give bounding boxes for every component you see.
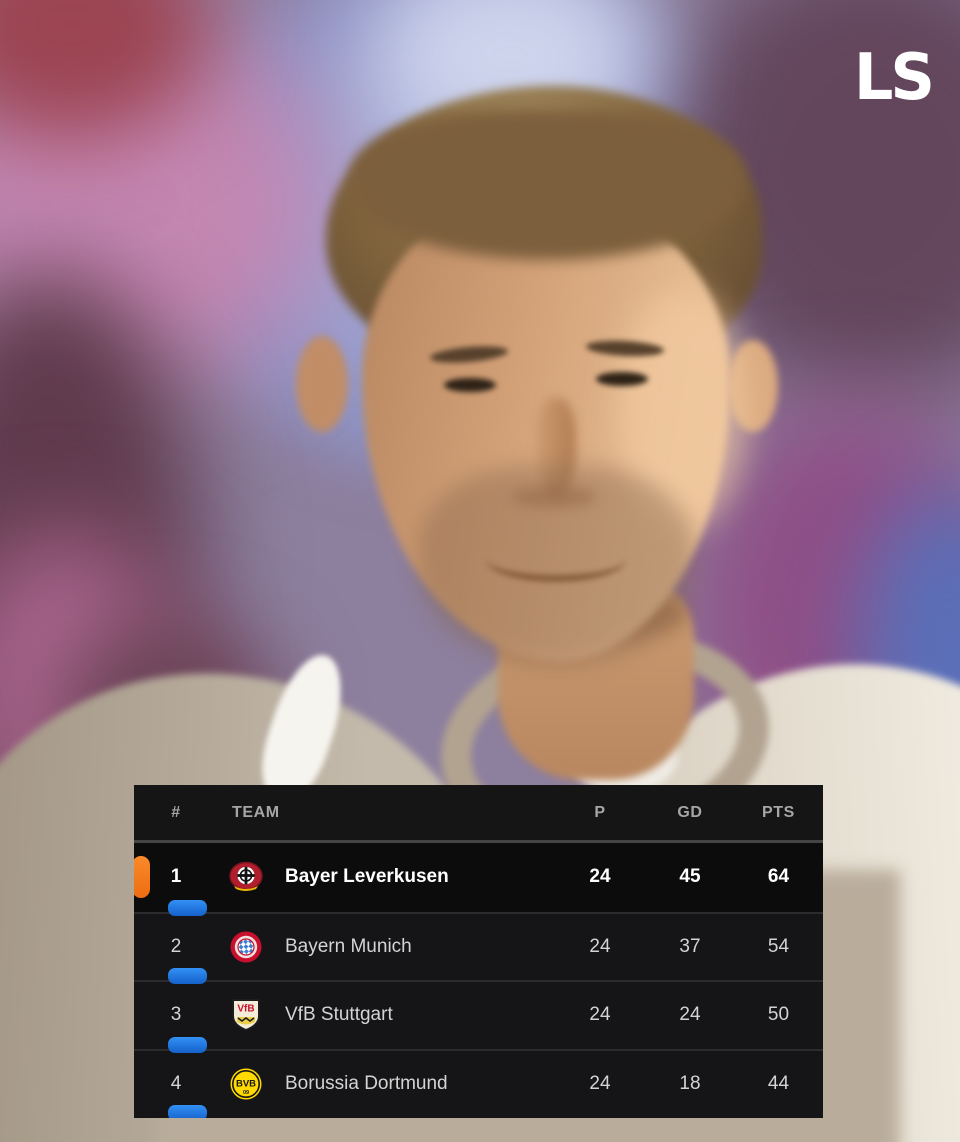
points-cell: 64 <box>767 866 790 888</box>
right-eye-shape <box>596 372 648 386</box>
team-name: Borussia Dortmund <box>285 1073 448 1095</box>
header-played: P <box>594 803 606 821</box>
crest-cell: BVB 09 <box>218 1068 274 1100</box>
team-name: VfB Stuttgart <box>285 1004 393 1026</box>
qualification-indicator <box>168 899 207 916</box>
nose-shape <box>536 398 576 498</box>
table-row[interactable]: 4 BVB 09 Borussia Dortmund 24 18 44 <box>134 1048 823 1118</box>
points-cell: 44 <box>767 1073 790 1095</box>
played-cell: 24 <box>589 1073 611 1095</box>
header-team: TEAM <box>232 803 280 821</box>
team-name: Bayer Leverkusen <box>285 866 449 888</box>
table-row[interactable]: 2 Bayern Munich 24 <box>134 911 823 985</box>
goal-difference-cell: 37 <box>679 935 701 957</box>
crest-cell: VfB <box>218 998 274 1032</box>
vfb-stuttgart-crest-icon: VfB <box>232 999 260 1032</box>
points-cell: 50 <box>767 1004 790 1026</box>
table-header-row: # TEAM P GD PTS <box>134 785 823 843</box>
played-cell: 24 <box>589 935 611 957</box>
qualification-indicator <box>168 1036 207 1053</box>
borussia-dortmund-crest-icon: BVB 09 <box>230 1068 262 1100</box>
crest-cell <box>218 861 274 893</box>
position-cell: 1 <box>170 866 182 888</box>
svg-text:09: 09 <box>243 1090 249 1096</box>
bayer-leverkusen-crest-icon <box>229 862 263 892</box>
cheek-highlight <box>618 290 748 530</box>
position-cell: 4 <box>170 1073 182 1095</box>
position-cell: 2 <box>170 935 182 957</box>
goal-difference-cell: 18 <box>679 1073 701 1095</box>
bayern-munich-crest-icon <box>230 931 262 963</box>
svg-text:VfB: VfB <box>237 1004 254 1015</box>
hairline-shape <box>352 110 744 260</box>
svg-text:BVB: BVB <box>236 1079 256 1090</box>
leader-highlight-marker <box>134 856 150 898</box>
points-cell: 54 <box>767 935 790 957</box>
team-name: Bayern Munich <box>285 935 412 957</box>
header-points: PTS <box>762 803 795 821</box>
qualification-indicator <box>168 968 207 985</box>
qualification-indicator <box>168 1105 207 1118</box>
played-cell: 24 <box>589 866 611 888</box>
left-ear-shape <box>296 336 348 432</box>
livescore-logo: LS <box>853 38 935 115</box>
nose-shadow <box>512 486 596 508</box>
crest-cell <box>218 931 274 963</box>
header-position: # <box>171 803 181 821</box>
goal-difference-cell: 45 <box>679 866 701 888</box>
league-table: # TEAM P GD PTS 1 Bayer Leverkus <box>134 785 823 1118</box>
table-row[interactable]: 3 VfB VfB Stuttgart 24 24 50 <box>134 980 823 1053</box>
smile-shape <box>486 536 626 582</box>
header-goal-difference: GD <box>677 803 703 821</box>
table-row[interactable]: 1 Bayer Leverkusen 24 45 64 <box>134 843 823 916</box>
position-cell: 3 <box>170 1004 182 1026</box>
left-eye-shape <box>444 378 496 392</box>
played-cell: 24 <box>589 1004 611 1026</box>
goal-difference-cell: 24 <box>679 1004 701 1026</box>
